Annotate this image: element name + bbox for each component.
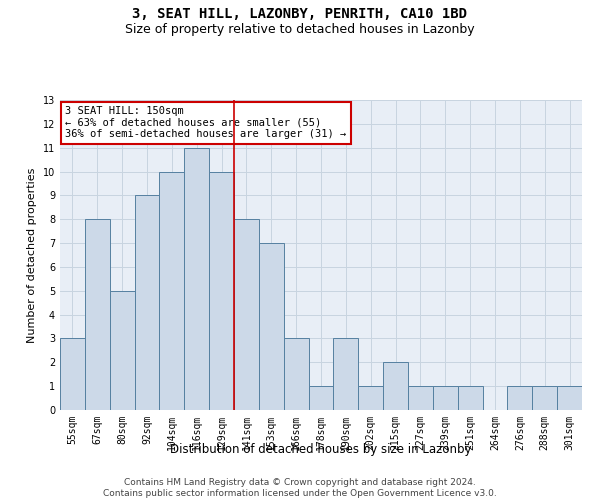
Text: Size of property relative to detached houses in Lazonby: Size of property relative to detached ho… [125, 22, 475, 36]
Bar [160, 172, 184, 410]
Bar [259, 243, 284, 410]
Bar [234, 219, 259, 410]
Bar [532, 386, 557, 410]
Text: 3, SEAT HILL, LAZONBY, PENRITH, CA10 1BD: 3, SEAT HILL, LAZONBY, PENRITH, CA10 1BD [133, 8, 467, 22]
Text: Contains HM Land Registry data © Crown copyright and database right 2024.
Contai: Contains HM Land Registry data © Crown c… [103, 478, 497, 498]
Bar [209, 172, 234, 410]
Bar [408, 386, 433, 410]
Text: 3 SEAT HILL: 150sqm
← 63% of detached houses are smaller (55)
36% of semi-detach: 3 SEAT HILL: 150sqm ← 63% of detached ho… [65, 106, 346, 140]
Bar [433, 386, 458, 410]
Y-axis label: Number of detached properties: Number of detached properties [27, 168, 37, 342]
Bar [358, 386, 383, 410]
Text: Distribution of detached houses by size in Lazonby: Distribution of detached houses by size … [170, 442, 472, 456]
Bar [458, 386, 482, 410]
Bar [308, 386, 334, 410]
Bar [60, 338, 85, 410]
Bar [557, 386, 582, 410]
Bar [508, 386, 532, 410]
Bar [134, 196, 160, 410]
Bar [184, 148, 209, 410]
Bar [284, 338, 308, 410]
Bar [383, 362, 408, 410]
Bar [110, 291, 134, 410]
Bar [85, 219, 110, 410]
Bar [334, 338, 358, 410]
